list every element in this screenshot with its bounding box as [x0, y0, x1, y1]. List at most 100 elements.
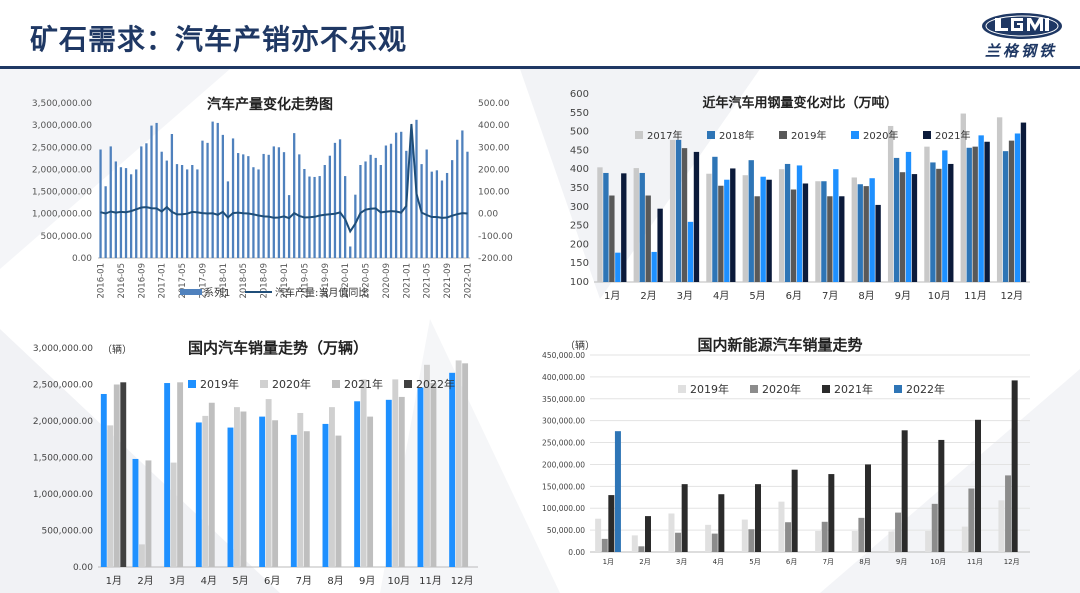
bar — [827, 196, 833, 282]
x-tick: 12月 — [1000, 290, 1023, 302]
bar — [99, 149, 102, 258]
y-tick: 0.00 — [73, 563, 93, 573]
legend-label: 2021年 — [834, 382, 873, 396]
legend-label: 系列1 — [204, 286, 230, 299]
bar — [462, 363, 469, 567]
y-tick: 1,500,000.00 — [33, 454, 93, 464]
chart-title: 近年汽车用钢量变化对比（万吨） — [702, 95, 897, 111]
bar — [247, 156, 250, 258]
y-tick: 250,000.00 — [542, 439, 585, 448]
bar — [359, 165, 362, 258]
bar — [948, 163, 954, 282]
bar — [851, 177, 857, 282]
legend-label: 2019年 — [791, 129, 826, 142]
legend-label: 2020年 — [863, 129, 898, 142]
bar — [869, 178, 875, 282]
bar — [815, 181, 821, 282]
legend-swatch — [260, 380, 268, 388]
bar — [778, 169, 785, 282]
bar — [227, 427, 234, 567]
bar — [410, 129, 413, 258]
y-tick-right: -200.00 — [478, 254, 513, 264]
y-tick-left: 1,000,000.00 — [32, 210, 92, 220]
y-tick-right: 300.00 — [478, 143, 510, 153]
bar — [466, 151, 469, 258]
legend-swatch — [404, 380, 412, 388]
legend-swatch — [851, 131, 859, 139]
bar — [614, 431, 621, 552]
bar — [100, 393, 107, 567]
bar — [865, 464, 871, 552]
bar — [875, 204, 881, 282]
y-tick: 550 — [570, 108, 589, 119]
y-tick: 400 — [570, 164, 589, 175]
x-tick: 2017-05 — [178, 263, 188, 299]
x-tick: 12月 — [451, 575, 474, 587]
y-tick: 200 — [570, 239, 589, 250]
bar — [966, 147, 972, 282]
bar — [338, 139, 342, 258]
bar — [839, 196, 845, 282]
y-tick: 400,000.00 — [542, 373, 585, 382]
bar — [668, 513, 675, 552]
bar — [899, 172, 906, 282]
legend-label: 2022年 — [416, 377, 455, 391]
bar — [349, 246, 352, 258]
bar — [252, 167, 255, 258]
bar — [633, 168, 639, 282]
bar — [1002, 151, 1009, 282]
y-tick: 100,000.00 — [542, 504, 585, 513]
bar — [265, 399, 272, 567]
bar — [996, 117, 1003, 282]
bar — [942, 150, 948, 282]
bar — [333, 142, 337, 258]
x-tick: 1月 — [604, 290, 620, 302]
bar — [651, 251, 657, 282]
y-tick: 2,000,000.00 — [33, 417, 93, 427]
bar — [425, 149, 428, 258]
bar — [597, 167, 603, 282]
bar — [272, 146, 275, 258]
bar — [328, 155, 332, 258]
bar — [938, 439, 945, 552]
legend-label: 2021年 — [344, 377, 383, 391]
bar — [287, 195, 291, 258]
y-tick-right: 400.00 — [478, 121, 510, 131]
bar — [901, 430, 908, 552]
bar — [202, 415, 209, 567]
bar — [367, 416, 374, 567]
bar — [905, 151, 912, 282]
bar — [657, 208, 663, 282]
y-tick: 1,000,000.00 — [33, 490, 93, 500]
bar — [165, 160, 168, 258]
x-tick: 1月 — [603, 558, 614, 566]
legend-label: 汽车产量:当月值同比 — [275, 286, 368, 299]
bar — [711, 533, 718, 552]
bar — [455, 360, 462, 567]
x-tick: 11月 — [964, 290, 987, 302]
bar — [615, 252, 621, 282]
x-tick: 2021-09 — [443, 263, 453, 299]
bar — [104, 186, 107, 258]
x-tick: 6月 — [786, 558, 797, 566]
bar — [242, 154, 245, 258]
x-tick: 2018-01 — [219, 263, 229, 299]
bar — [603, 172, 609, 282]
x-tick: 4月 — [201, 575, 217, 587]
legend-label: 2017年 — [647, 129, 682, 142]
bar — [323, 165, 326, 258]
legend-label: 2019年 — [200, 377, 239, 391]
bar — [998, 500, 1005, 552]
bar — [755, 484, 761, 552]
bar — [240, 411, 247, 567]
y-tick: 600 — [570, 89, 589, 100]
chart-title: 国内新能源汽车销量走势 — [697, 336, 862, 354]
bar — [754, 196, 760, 282]
legend-swatch — [635, 131, 643, 139]
x-tick: 12月 — [1004, 558, 1020, 566]
bar — [430, 171, 433, 258]
bar — [718, 185, 724, 282]
bar — [601, 538, 608, 552]
bar — [608, 495, 615, 552]
bar — [706, 173, 712, 282]
